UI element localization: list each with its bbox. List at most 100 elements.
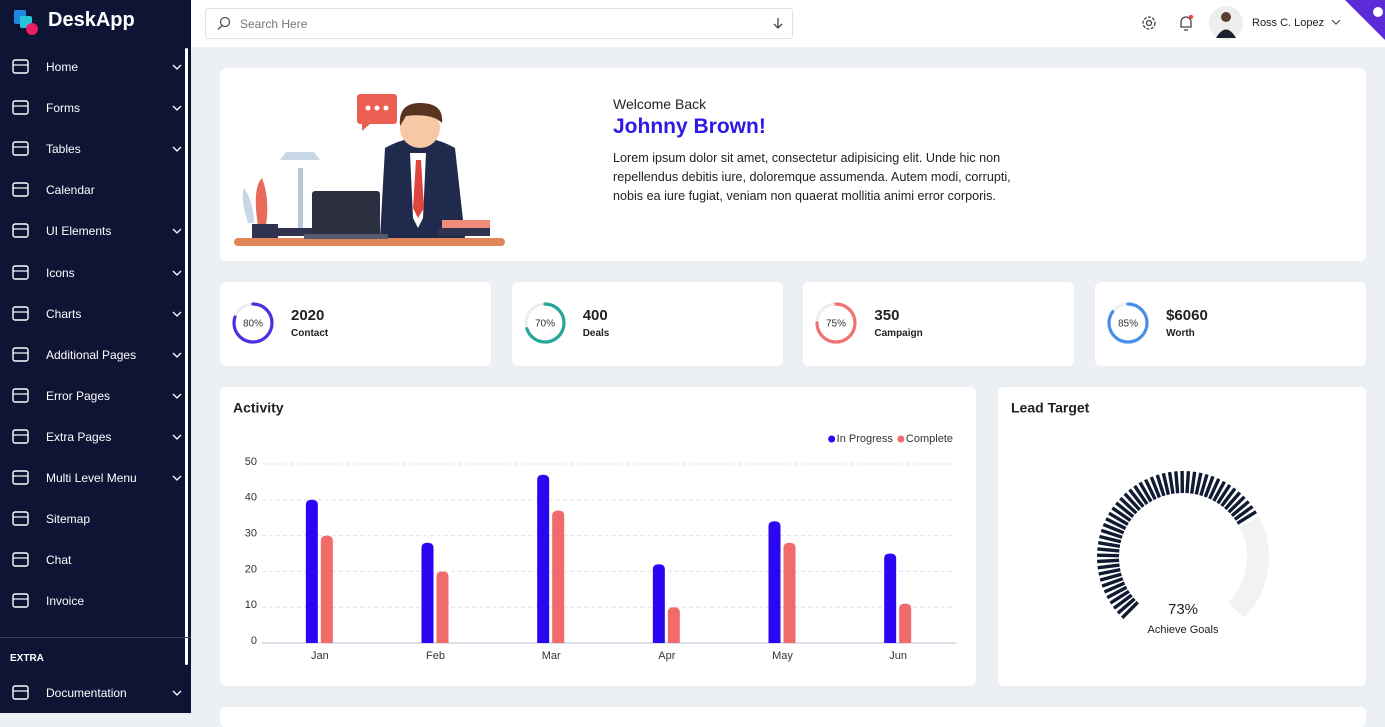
menu-icon-shape <box>13 142 28 155</box>
bar <box>306 500 318 643</box>
menu-icon-shape <box>13 183 28 196</box>
menu-label: Charts <box>46 307 81 321</box>
menu-label: Calendar <box>46 183 95 197</box>
x-tick-label: May <box>772 650 793 662</box>
menu-item[interactable]: Invoice <box>0 586 191 616</box>
lead-target-card: Lead Target 73% Achieve Goals <box>998 387 1366 686</box>
menu-label: Multi Level Menu <box>46 471 137 485</box>
lead-target-gauge: Lead Target 73% Achieve Goals <box>998 387 1366 686</box>
x-tick-label: Feb <box>426 650 445 662</box>
next-card <box>220 707 1366 727</box>
stat-label: Campaign <box>874 328 922 339</box>
menu-icon-shape <box>13 686 28 699</box>
bar <box>899 604 911 643</box>
menu-icon-shape <box>13 512 28 525</box>
stat-value: 2020 <box>291 307 324 324</box>
menu-chevron <box>172 433 182 441</box>
menu-item[interactable]: Chat <box>0 545 191 575</box>
gauge-track <box>1236 522 1258 610</box>
menu-item[interactable]: Home <box>0 52 191 82</box>
y-tick-label: 30 <box>245 528 257 540</box>
menu-item[interactable]: Extra Pages <box>0 422 191 452</box>
gauge-tick <box>1187 471 1188 493</box>
menu-item[interactable]: Charts <box>0 299 191 329</box>
gauge-label: Achieve Goals <box>1148 624 1219 636</box>
menu-label: UI Elements <box>46 224 111 238</box>
menu-item[interactable]: Error Pages <box>0 381 191 411</box>
notification-icon[interactable] <box>1177 13 1195 33</box>
menu-icon <box>11 591 31 611</box>
settings-icon[interactable] <box>1140 14 1158 32</box>
legend-swatch <box>828 436 835 443</box>
avatar[interactable] <box>1208 5 1244 41</box>
ring-label: 85% <box>1118 319 1138 330</box>
user-name[interactable]: Ross C. Lopez <box>1252 17 1324 29</box>
chevron-line <box>173 147 181 151</box>
gauge-tick <box>1098 565 1120 568</box>
section-title: EXTRA <box>10 653 44 664</box>
menu-chevron <box>172 269 182 277</box>
menu-icon <box>11 468 31 488</box>
ring-label: 70% <box>535 319 555 330</box>
stat-ring: 75% <box>811 298 861 348</box>
menu-chevron <box>172 227 182 235</box>
chevron-line <box>173 394 181 398</box>
menu-label: Invoice <box>46 594 84 608</box>
welcome-greeting: Welcome Back <box>613 96 706 112</box>
menu-item[interactable]: Tables <box>0 134 191 164</box>
menu-label: Icons <box>46 266 75 280</box>
menu-item[interactable]: UI Elements <box>0 216 191 246</box>
menu-icon <box>11 180 31 200</box>
chevron-line <box>173 65 181 69</box>
gauge-value: 73% <box>1168 601 1198 618</box>
menu-item[interactable]: Sitemap <box>0 504 191 534</box>
x-tick-label: Apr <box>658 650 675 662</box>
bar <box>321 536 333 643</box>
logo-icon <box>12 8 42 36</box>
menu-item[interactable]: Additional Pages <box>0 340 191 370</box>
divider <box>0 637 191 638</box>
y-tick-label: 0 <box>251 635 257 647</box>
bar <box>537 475 549 643</box>
y-tick-label: 10 <box>245 599 257 611</box>
menu-label: Home <box>46 60 78 74</box>
x-tick-label: Mar <box>542 650 561 662</box>
gauge-tick <box>1097 560 1119 561</box>
menu-icon <box>11 345 31 365</box>
menu-icon-shape <box>13 101 28 114</box>
legend-label: In Progress <box>837 433 894 445</box>
corner-ribbon[interactable] <box>1345 0 1385 40</box>
gauge-tick <box>1098 543 1120 547</box>
menu-item[interactable]: Multi Level Menu <box>0 463 191 493</box>
menu-icon <box>11 427 31 447</box>
bar <box>884 554 896 644</box>
gauge-tick <box>1170 472 1173 494</box>
menu-icon <box>11 57 31 77</box>
y-tick-label: 50 <box>245 456 257 468</box>
menu-item[interactable]: Documentation <box>0 678 191 708</box>
menu-label: Tables <box>46 142 81 156</box>
menu-chevron <box>172 351 182 359</box>
menu-label: Error Pages <box>46 389 110 403</box>
menu-label: Additional Pages <box>46 348 136 362</box>
menu-label: Extra Pages <box>46 430 111 444</box>
welcome-card: Welcome Back Johnny Brown! Lorem ipsum d… <box>220 68 1366 261</box>
menu-item[interactable]: Calendar <box>0 175 191 205</box>
stat-ring: 85% <box>1103 298 1153 348</box>
x-tick-label: Jun <box>889 650 907 662</box>
menu-item[interactable]: Forms <box>0 93 191 123</box>
menu-icon-shape <box>13 60 28 73</box>
menu-icon <box>11 139 31 159</box>
chevron-line <box>173 353 181 357</box>
menu-icon-shape <box>13 430 28 443</box>
chevron-line <box>173 476 181 480</box>
search-box[interactable]: Search Here <box>205 8 793 39</box>
menu-item[interactable]: Icons <box>0 258 191 288</box>
menu-chevron <box>172 474 182 482</box>
